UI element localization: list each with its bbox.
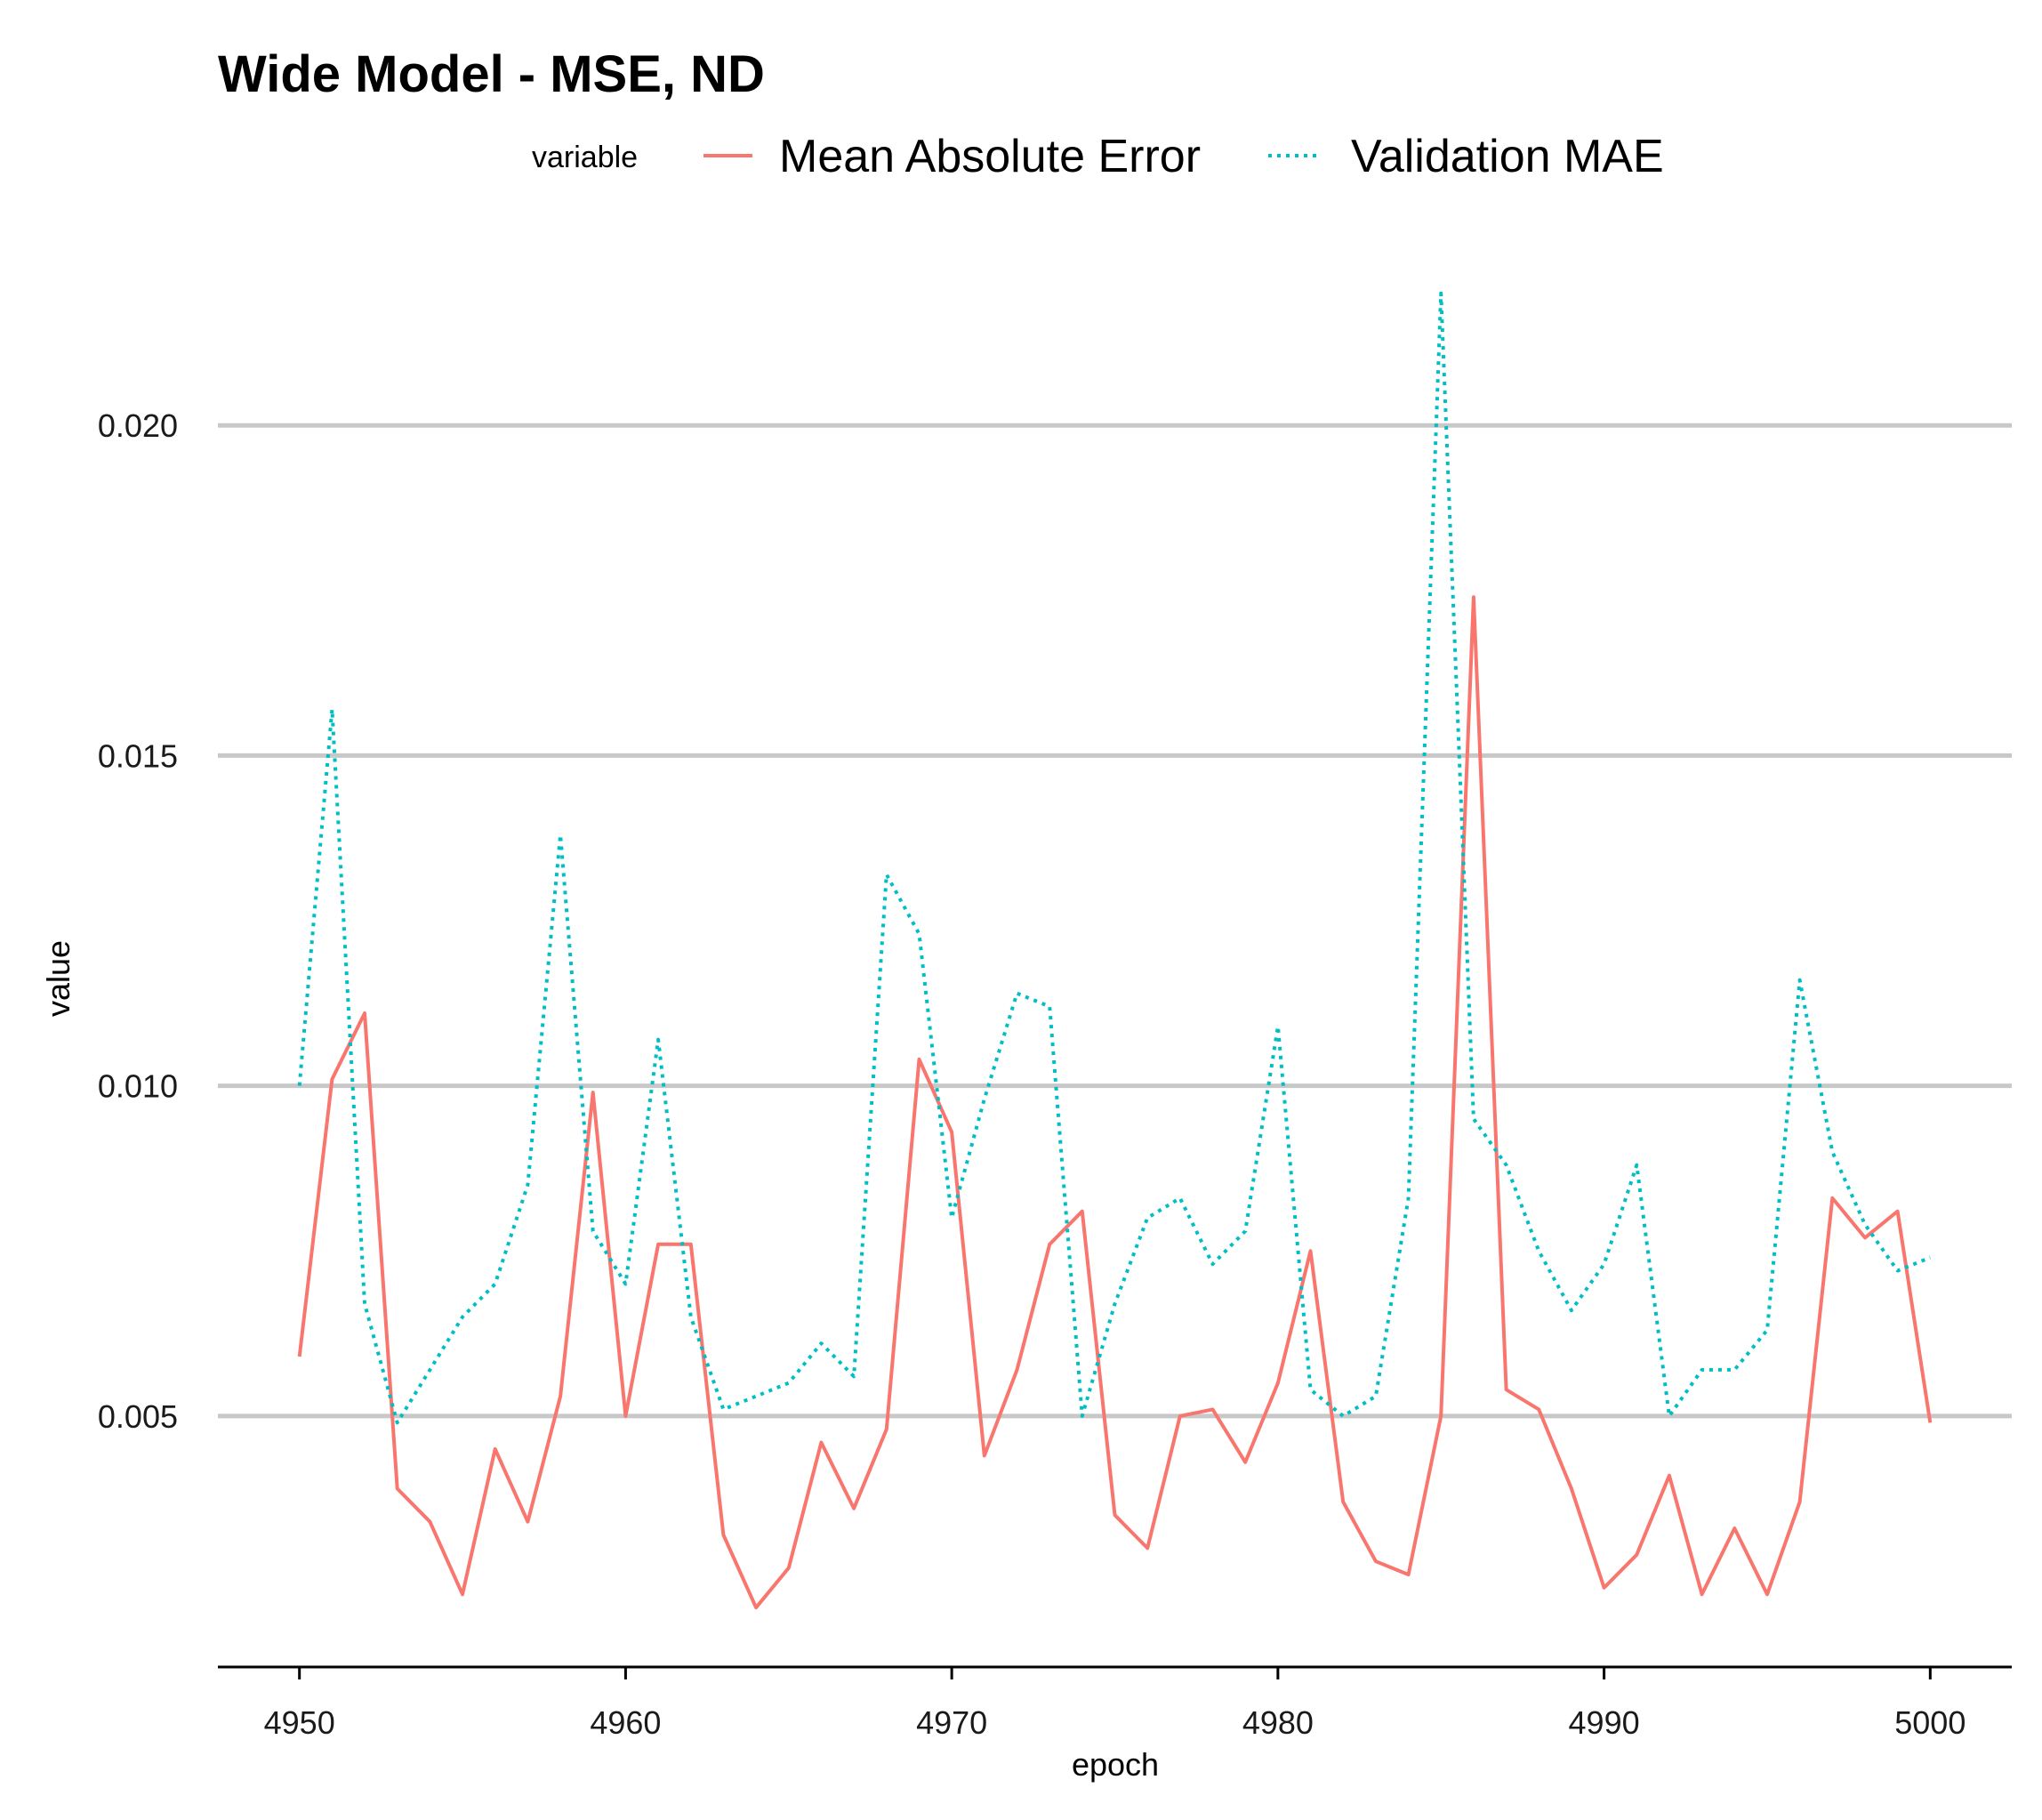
- y-tick-label: 0.020: [98, 407, 178, 444]
- series-line-validation-mae: [297, 291, 1932, 1425]
- legend-title: variable: [532, 141, 638, 174]
- series-line-mean-absolute-error: [297, 595, 1933, 1610]
- x-tick-label: 4990: [1569, 1704, 1640, 1741]
- x-tick-label: 4970: [916, 1704, 987, 1741]
- legend-label-mean-absolute-error: Mean Absolute Error: [779, 131, 1201, 182]
- x-tick-label: 4980: [1242, 1704, 1314, 1741]
- x-axis-ticks: 4950 4960 4970 4980 4990 5000: [264, 1667, 1966, 1741]
- x-tick-label: 4950: [264, 1704, 335, 1741]
- gridlines: [218, 423, 2012, 1419]
- y-axis-tick-labels: 0.005 0.010 0.015 0.020: [98, 407, 178, 1435]
- legend-label-validation-mae: Validation MAE: [1351, 131, 1664, 182]
- x-axis-title: epoch: [1072, 1746, 1159, 1783]
- y-tick-label: 0.010: [98, 1068, 178, 1105]
- x-tick-label: 4960: [590, 1704, 661, 1741]
- y-axis-title: value: [40, 940, 76, 1017]
- x-tick-label: 5000: [1894, 1704, 1966, 1741]
- series-lines: [297, 291, 1933, 1610]
- y-tick-label: 0.015: [98, 737, 178, 774]
- legend: variable Mean Absolute Error Validation …: [532, 131, 1664, 182]
- y-tick-label: 0.005: [98, 1398, 178, 1435]
- chart-title: Wide Model - MSE, ND: [218, 45, 765, 103]
